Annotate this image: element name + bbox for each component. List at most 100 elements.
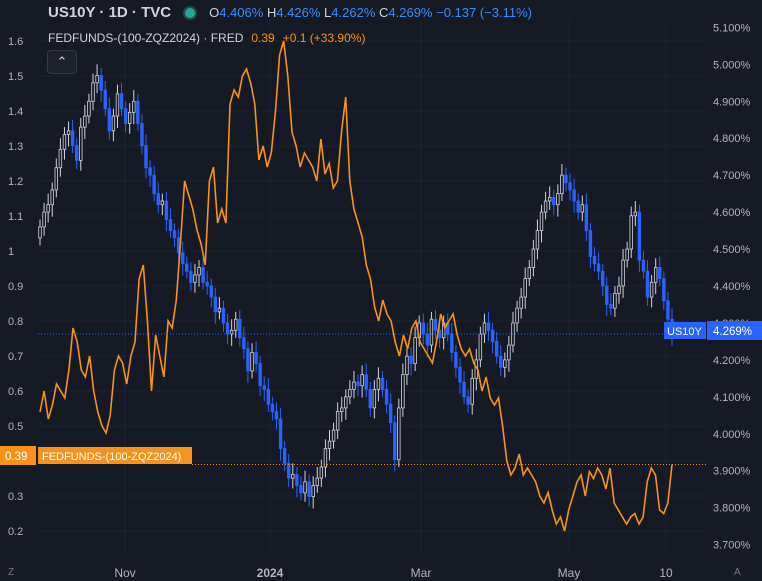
candle (547, 186, 552, 210)
candle (340, 396, 344, 422)
left-tick-label: 1.6 (8, 36, 23, 48)
candle (270, 396, 275, 421)
candle (160, 193, 165, 216)
us10y-value-box (707, 321, 762, 340)
candle (376, 367, 381, 402)
candle (221, 300, 226, 332)
left-tick-label: 0.9 (8, 281, 23, 293)
candle (658, 256, 662, 286)
symbol-title[interactable]: US10Y · 1D · TVC (48, 4, 172, 21)
candle (87, 93, 91, 124)
candle (250, 343, 254, 379)
candle (600, 263, 605, 297)
candle (205, 271, 209, 295)
candle (364, 363, 368, 397)
candle (311, 476, 315, 509)
candle (254, 341, 258, 373)
candle (278, 407, 283, 461)
candle (331, 422, 336, 449)
candle (327, 430, 332, 461)
candle (405, 348, 409, 386)
candle (140, 114, 144, 155)
fed-legend-change: +0.1 (+33.90%) (282, 31, 366, 45)
candle (185, 256, 189, 279)
right-tick-label: 4.600% (713, 207, 751, 219)
candle (209, 278, 213, 308)
candle (83, 104, 87, 139)
candle (319, 459, 324, 487)
candle (295, 467, 299, 498)
candle (617, 276, 621, 304)
candle (482, 313, 487, 343)
time-tick-label: May (558, 566, 581, 580)
candle (380, 370, 385, 397)
right-tick-label: 4.200% (713, 355, 751, 367)
candle (148, 160, 152, 187)
candle (478, 326, 483, 368)
candle (633, 201, 638, 227)
candle (450, 322, 454, 362)
candle (564, 167, 568, 192)
fed-value-label: 0.39 (5, 451, 27, 463)
right-tick-label: 3.700% (713, 540, 751, 552)
right-tick-label: 3.900% (713, 466, 751, 478)
us10y-legend[interactable]: US10Y · 1D · TVC O4.406% H4.426% L4.262% … (48, 4, 532, 21)
candle (641, 250, 646, 279)
auto-scale-left-icon[interactable]: Z (8, 567, 14, 578)
candle (115, 84, 120, 128)
candle (568, 173, 572, 201)
candle (66, 121, 71, 147)
candle (372, 380, 377, 419)
right-tick-label: 3.800% (713, 503, 751, 515)
candle (401, 363, 405, 417)
candle (164, 191, 169, 232)
candle (213, 287, 218, 324)
candle (299, 476, 303, 501)
candle (499, 345, 503, 377)
candle (592, 247, 597, 272)
candle (79, 117, 83, 171)
candle (181, 241, 185, 276)
candle (531, 239, 536, 277)
candle (507, 335, 511, 372)
left-tick-label: 1 (8, 246, 14, 258)
candle (303, 470, 307, 502)
fed-symbol[interactable]: FEDFUNDS-(100-ZQZ2024) · FRED (48, 31, 244, 45)
fedfunds-legend[interactable]: FEDFUNDS-(100-ZQZ2024) · FRED 0.39 +0.1 (+… (48, 31, 365, 45)
us10y-candles (38, 64, 674, 509)
time-axis[interactable]: Nov 2024 Mar May 10 (114, 566, 673, 580)
auto-scale-right-icon[interactable]: A (734, 567, 741, 578)
candle (201, 258, 205, 290)
candle (193, 263, 197, 293)
candle (54, 158, 59, 198)
candle (388, 393, 393, 434)
fed-tag: FEDFUNDS-(100-ZQZ2024) (42, 451, 181, 463)
candle (152, 165, 156, 202)
candle (572, 178, 576, 213)
left-tick-label: 1.5 (8, 71, 23, 83)
candle (393, 415, 397, 472)
candle (584, 193, 589, 241)
candle (103, 80, 107, 117)
right-tick-label: 4.800% (713, 133, 751, 145)
candle (136, 93, 140, 131)
us10y-tag: US10Y (667, 326, 703, 338)
candle (99, 68, 103, 103)
candle (128, 103, 132, 134)
candle (348, 380, 352, 405)
candle (552, 189, 556, 216)
candle (111, 108, 116, 142)
candle (38, 219, 42, 246)
right-axis[interactable]: 5.100% 5.000% 4.900% 4.800% 4.700% 4.600% 4.50… (713, 22, 751, 551)
candle (70, 119, 75, 153)
left-tick-label: 1.4 (8, 106, 23, 118)
candle (291, 463, 295, 489)
candle (523, 267, 527, 309)
candle (621, 249, 625, 298)
left-tick-label: 1.2 (8, 176, 23, 188)
candle (421, 313, 425, 345)
left-tick-label: 0.3 (8, 491, 23, 503)
candle (246, 341, 250, 383)
legend-collapse-button[interactable]: ⌃ (47, 50, 77, 74)
